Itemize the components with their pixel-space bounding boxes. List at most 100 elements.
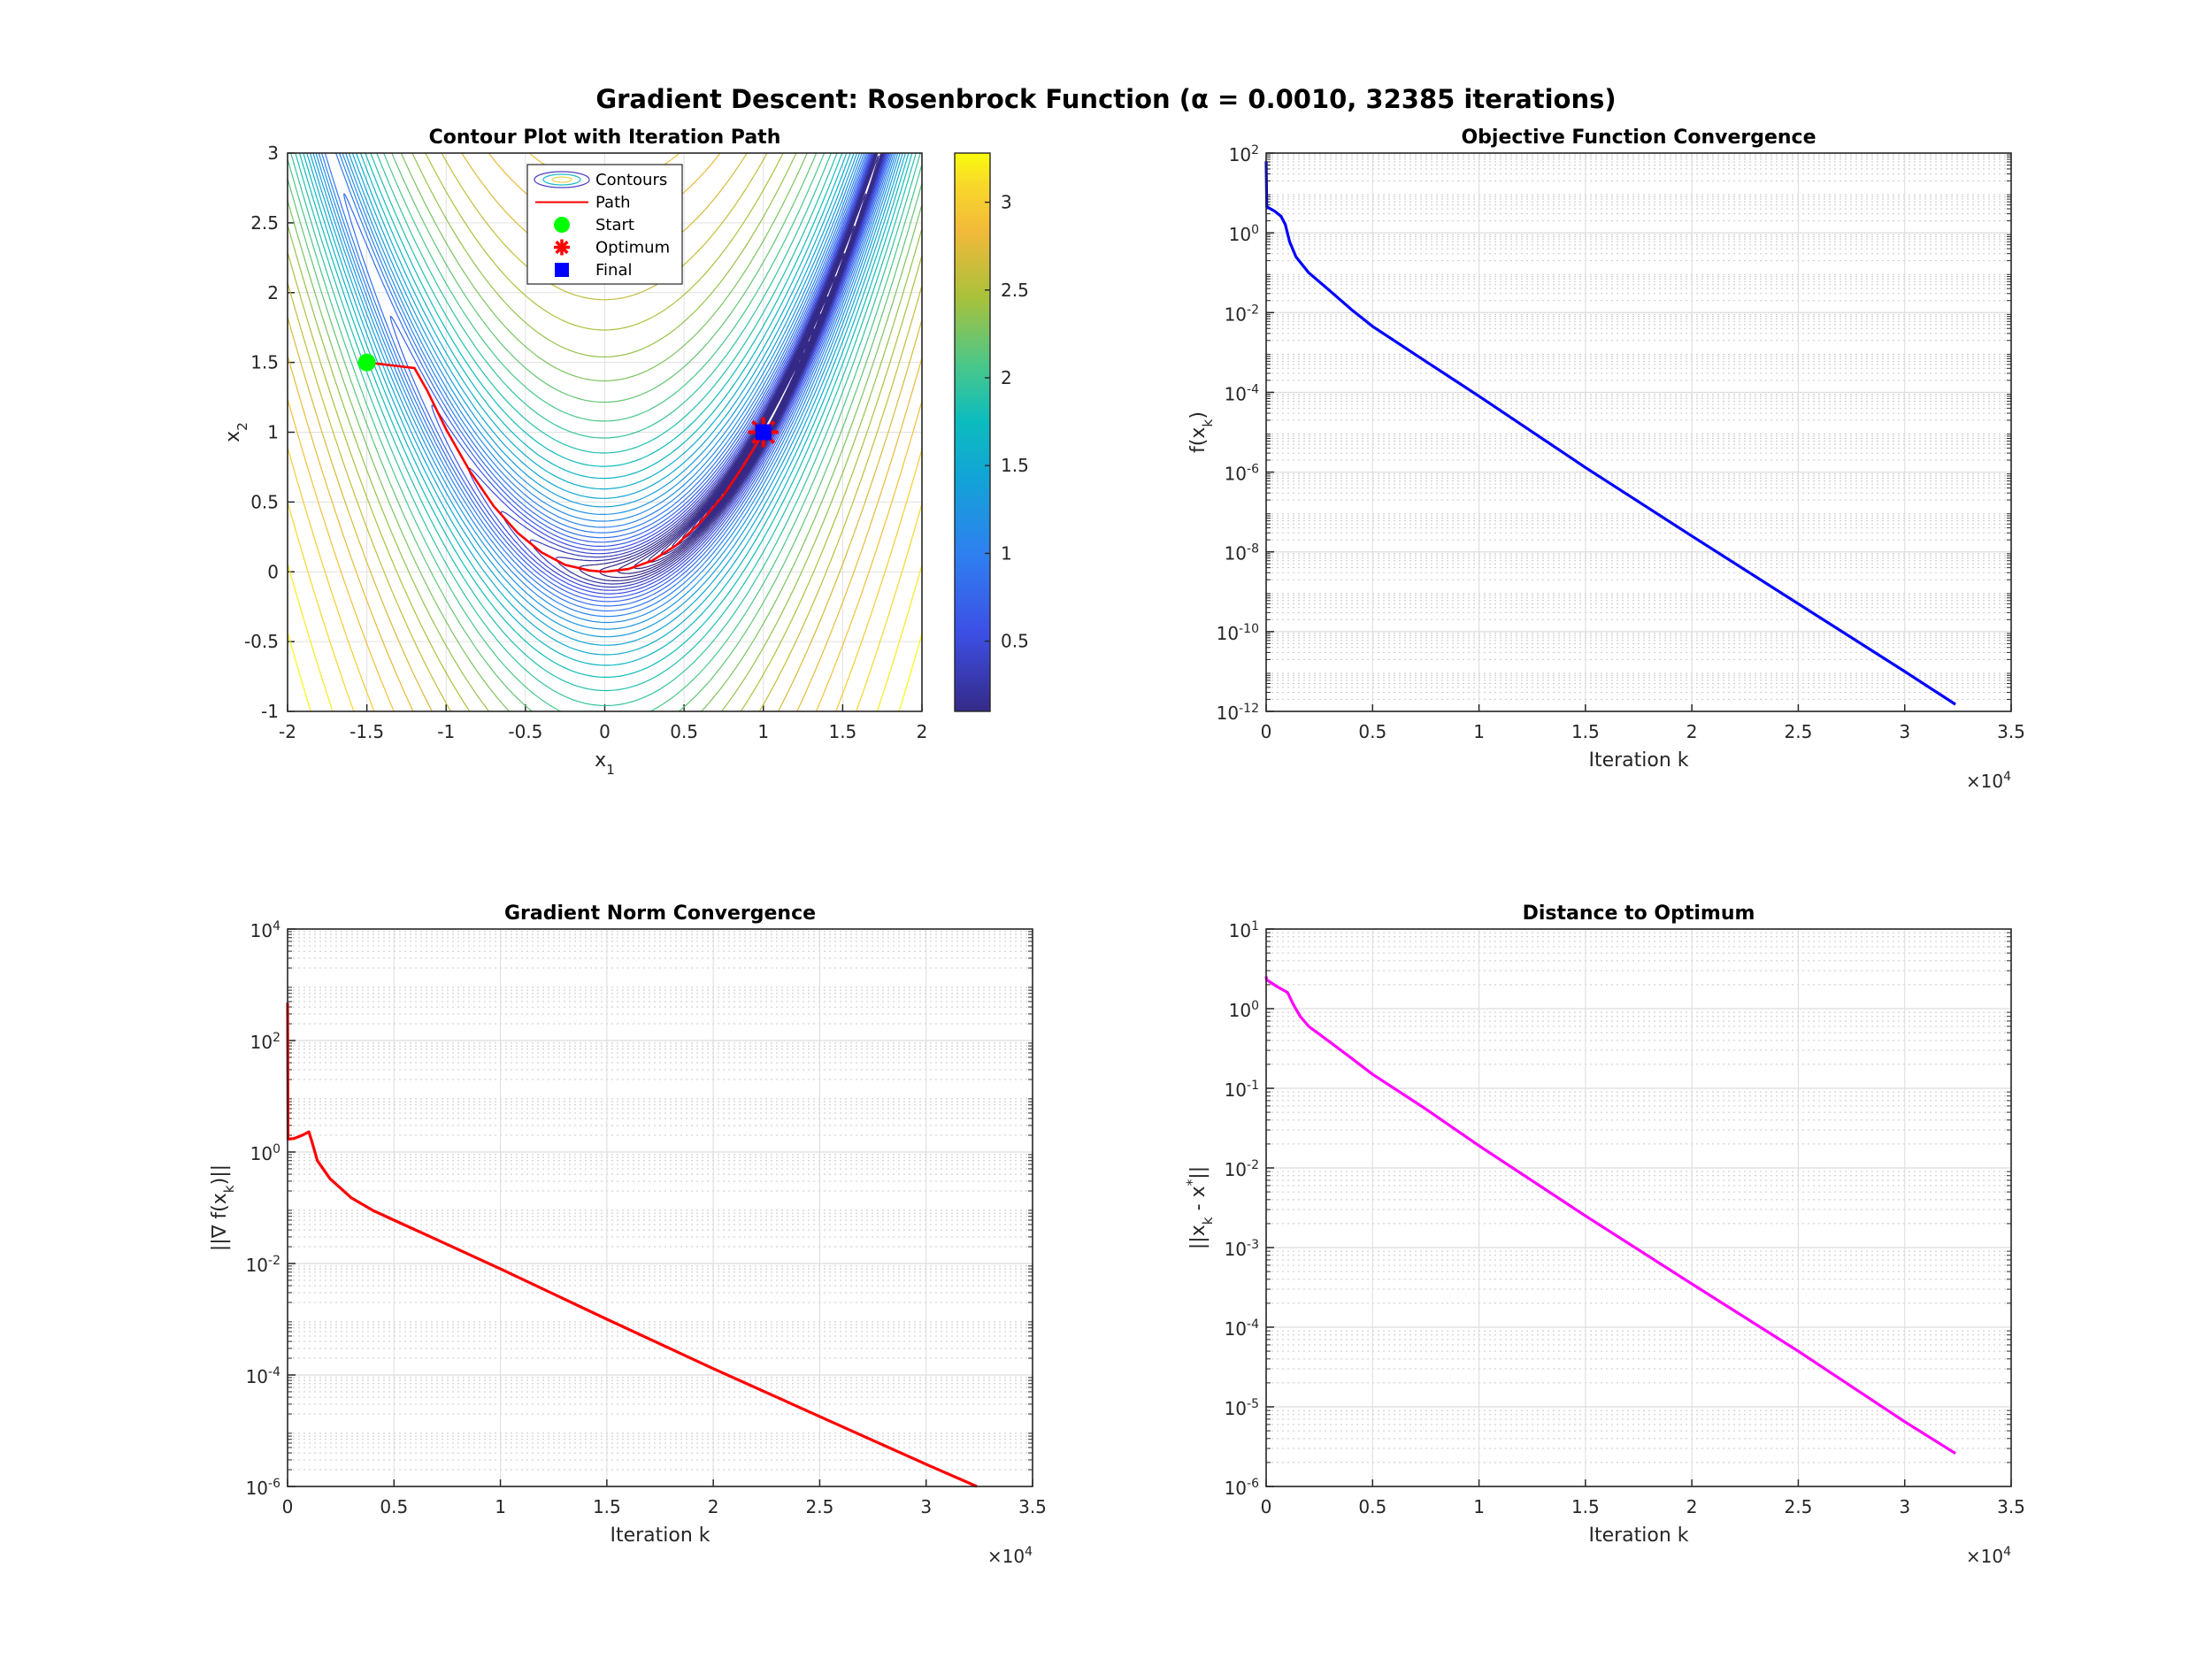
y-tick-label: 10-6​	[1225, 1477, 1260, 1499]
y-tick-label: 10-4​	[1225, 382, 1260, 404]
contour-line	[288, 153, 922, 711]
y-axis-label: f(xk​)	[1187, 411, 1216, 453]
x-tick-label: 0	[1261, 1496, 1272, 1517]
axes-box	[1265, 928, 2012, 1487]
x-tick-label: 1	[495, 1496, 506, 1517]
y-tick-label: 10-1​	[1225, 1079, 1259, 1101]
y-tick-label: 10-8​	[1225, 542, 1259, 565]
x-tick-label: 0	[1261, 721, 1272, 742]
y-tick-label: 0	[267, 561, 279, 582]
contour-line	[648, 155, 879, 564]
legend-final-icon	[555, 263, 569, 277]
contour-lines	[288, 153, 922, 711]
plot-area	[288, 929, 1033, 1486]
x-axis-label: Iteration k	[1588, 1525, 1688, 1547]
contour-line	[309, 153, 903, 646]
x-tick-label: 1	[1473, 1496, 1485, 1517]
contour-line	[578, 153, 885, 582]
x-tick-label: -0.5	[508, 721, 542, 742]
y-tick-label: 1	[267, 422, 279, 443]
colorbar-tick-label: 3	[1001, 192, 1012, 213]
x-tick-label: 0.5	[670, 721, 698, 742]
y-tick-label: 100​	[1229, 999, 1259, 1021]
legend-label: Final	[595, 261, 632, 280]
final-marker	[755, 424, 772, 441]
plot-area	[1266, 929, 2011, 1486]
legend-label: Contours	[595, 171, 667, 189]
contour-line	[500, 153, 887, 591]
colorbar-tick-label: 1	[1001, 542, 1012, 564]
x-tick-label: 3.5	[1997, 1496, 2025, 1517]
contour-line	[290, 153, 921, 707]
colorbar-tick-label: 2	[1001, 367, 1012, 388]
contour-line	[681, 252, 845, 540]
x-axis-label: Iteration k	[1588, 749, 1688, 772]
x-tick-label: 3.5	[1018, 1496, 1047, 1517]
y-axis-label: ||xk​ - x*​||	[1184, 1166, 1216, 1249]
x-tick-label: 3	[920, 1496, 932, 1517]
y-tick-label: -0.5	[244, 631, 279, 652]
y-tick-label: 100​	[250, 1142, 280, 1164]
series-line	[286, 1002, 978, 1488]
contour-line	[306, 153, 906, 656]
legend-label: Path	[595, 194, 631, 212]
y-tick-label: 1.5	[250, 352, 279, 373]
legend-contour-icon	[534, 171, 590, 188]
y-tick-label: 10-6​	[1225, 463, 1260, 485]
colorbar	[954, 152, 991, 712]
x-axis-multiplier: ×104​	[987, 1545, 1033, 1567]
y-tick-label: 102​	[250, 1031, 280, 1053]
series-line	[1264, 161, 1956, 706]
x-tick-label: -2	[279, 721, 296, 742]
contour-line	[467, 153, 888, 595]
contour-plot-axes: -2 -1.5 -1 -0.5 0 0.5 1 1.5 2 -1 -0.5 0 0.5 1 1.5 2 2.5 3…	[222, 127, 1029, 778]
y-tick-label: 10-2​	[1225, 303, 1259, 325]
axes-box	[287, 152, 923, 712]
contour-line	[599, 153, 884, 579]
legend-contour-icon	[551, 176, 572, 183]
contour-line	[343, 153, 892, 607]
y-tick-label: 0.5	[250, 491, 279, 512]
x-tick-label: 0.5	[1358, 1496, 1386, 1517]
objective-convergence-axes: 0 0.5 1 1.5 2 2.5 3 3.5 10-12​ 10-10​ 10-8​ 10-6​ 10…	[1187, 127, 2025, 792]
x-tick-label: 1.5	[593, 1496, 621, 1517]
legend-label: Optimum	[595, 239, 670, 257]
y-tick-label: 10-2​	[246, 1254, 280, 1276]
y-tick-label: 10-4​	[246, 1365, 281, 1387]
legend-box	[526, 164, 683, 285]
contour-line	[288, 153, 922, 711]
x-tick-label: 2.5	[806, 1496, 834, 1517]
contour-line	[556, 153, 886, 585]
y-tick-label: 10-12​	[1217, 702, 1259, 724]
legend-optimum-icon	[555, 240, 569, 255]
y-tick-label: 10-10​	[1217, 622, 1259, 644]
y-tick-label: 10-3​	[1225, 1238, 1259, 1260]
figure-title: Gradient Descent: Rosenbrock Function (α…	[595, 84, 1616, 114]
gradient-norm-axes: 0 0.5 1 1.5 2 2.5 3 3.5 10-6​ 10-4​ 10-2​ 100​ 102​ 1…	[209, 902, 1047, 1567]
axes-box	[287, 928, 1033, 1487]
legend: Contours Path Start Optimum Final	[526, 164, 683, 285]
contour-plot-title: Contour Plot with Iteration Path	[429, 127, 781, 149]
legend-contour-icon	[542, 173, 581, 186]
plot-area	[1266, 153, 2011, 711]
contour-line	[298, 153, 913, 679]
contour-line	[529, 153, 886, 588]
contour-line	[288, 153, 922, 711]
x-tick-label: -1	[437, 721, 455, 742]
contour-line	[324, 153, 894, 612]
contour-line	[315, 153, 899, 630]
legend-start-icon	[554, 217, 570, 233]
x-tick-label: 2	[708, 1496, 719, 1517]
contour-line	[288, 153, 922, 711]
contour-line	[303, 153, 910, 666]
subplot-title: Distance to Optimum	[1523, 902, 1755, 925]
x-tick-label: 1	[1473, 721, 1485, 742]
contour-line	[320, 153, 895, 618]
colorbar-tick-label: 0.5	[1001, 631, 1029, 652]
y-tick-label: 2.5	[250, 212, 279, 234]
y-tick-label: 10-4​	[1225, 1317, 1260, 1340]
contour-line	[318, 153, 897, 624]
x-tick-label: 3	[1899, 721, 1910, 742]
colorbar-tick-label: 2.5	[1001, 280, 1029, 301]
